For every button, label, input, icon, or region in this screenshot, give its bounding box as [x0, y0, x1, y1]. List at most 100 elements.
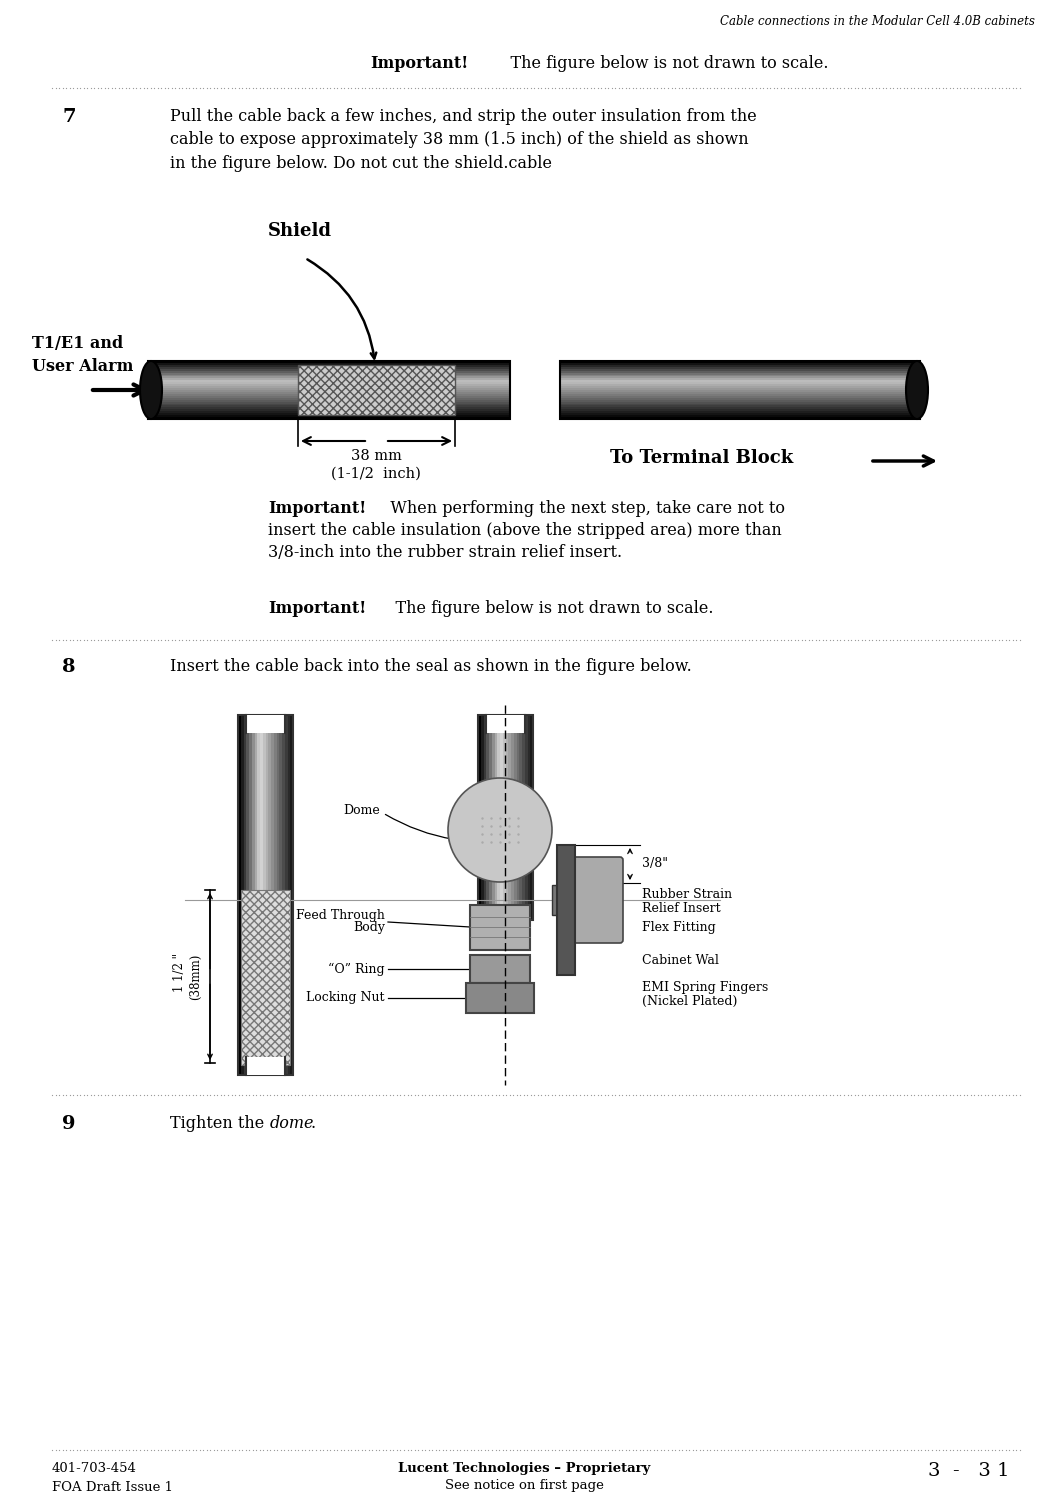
Text: 9: 9 — [62, 1114, 76, 1132]
Bar — [560, 388, 920, 390]
Bar — [148, 381, 510, 382]
Bar — [502, 716, 506, 920]
Bar — [148, 384, 510, 387]
Bar — [560, 417, 920, 420]
Bar — [148, 405, 510, 408]
Bar — [494, 716, 497, 920]
Bar — [487, 716, 490, 920]
Bar — [528, 716, 531, 920]
Text: 8: 8 — [62, 658, 76, 676]
Bar — [514, 716, 517, 920]
Bar — [560, 398, 920, 400]
Bar — [241, 716, 244, 1076]
Text: insert the cable insulation (above the stripped area) more than: insert the cable insulation (above the s… — [267, 522, 782, 538]
Bar — [552, 885, 612, 915]
Ellipse shape — [906, 362, 928, 419]
Bar — [560, 394, 920, 396]
Bar — [148, 394, 510, 396]
Bar — [148, 413, 510, 416]
Bar — [148, 404, 510, 406]
Bar — [148, 408, 510, 410]
Text: “O” Ring: “O” Ring — [328, 963, 385, 975]
Bar — [287, 716, 291, 1076]
Bar — [560, 369, 920, 370]
Bar — [148, 370, 510, 374]
Bar — [511, 716, 514, 920]
Bar — [560, 378, 920, 381]
Bar — [238, 716, 293, 1076]
Text: Lucent Technologies – Proprietary: Lucent Technologies – Proprietary — [398, 1462, 650, 1474]
Bar — [148, 378, 510, 381]
Bar — [484, 716, 487, 920]
Bar — [478, 716, 481, 920]
Bar — [560, 384, 920, 387]
Text: Locking Nut: Locking Nut — [306, 992, 385, 1005]
Bar — [265, 716, 269, 1076]
Text: Important!: Important! — [370, 56, 468, 72]
Bar — [480, 716, 484, 920]
Bar — [282, 716, 285, 1076]
Text: 3/8-inch into the rubber strain relief insert.: 3/8-inch into the rubber strain relief i… — [267, 544, 622, 561]
Bar — [560, 405, 920, 408]
Bar — [560, 364, 920, 368]
Text: When performing the next step, take care not to: When performing the next step, take care… — [374, 500, 785, 517]
Bar — [560, 386, 920, 388]
Text: (Nickel Plated): (Nickel Plated) — [642, 994, 737, 1008]
Bar — [262, 716, 266, 1076]
Bar — [291, 716, 294, 1076]
Bar — [274, 716, 277, 1076]
Bar — [148, 382, 510, 384]
Text: The figure below is not drawn to scale.: The figure below is not drawn to scale. — [490, 56, 829, 72]
Bar — [560, 375, 920, 376]
Text: Cable connections in the Modular Cell 4.0B cabinets: Cable connections in the Modular Cell 4.… — [720, 15, 1035, 28]
Text: Rubber Strain: Rubber Strain — [642, 888, 732, 902]
Bar — [560, 408, 920, 410]
Text: Important!: Important! — [267, 600, 366, 616]
Bar — [560, 382, 920, 384]
Bar — [148, 410, 510, 413]
Bar — [489, 716, 492, 920]
Text: See notice on first page: See notice on first page — [445, 1479, 603, 1492]
Bar — [560, 396, 920, 398]
Bar — [560, 363, 920, 366]
Bar — [247, 716, 250, 1076]
Text: EMI Spring Fingers: EMI Spring Fingers — [642, 981, 768, 994]
Text: Important!: Important! — [267, 500, 366, 517]
Bar — [148, 402, 510, 404]
Text: Cabinet Wal: Cabinet Wal — [642, 954, 719, 966]
Text: The figure below is not drawn to scale.: The figure below is not drawn to scale. — [374, 600, 713, 616]
Text: 3  -   3 1: 3 - 3 1 — [928, 1462, 1010, 1480]
Bar — [560, 372, 920, 375]
Text: 3/8": 3/8" — [642, 858, 668, 870]
Bar — [560, 362, 920, 363]
Text: Body: Body — [354, 921, 385, 934]
Text: Tighten the: Tighten the — [170, 1114, 270, 1132]
Bar — [243, 716, 247, 1076]
Bar — [148, 362, 510, 363]
Bar — [247, 716, 285, 734]
Bar — [238, 716, 241, 1076]
Bar — [271, 716, 274, 1076]
Bar — [255, 716, 258, 1076]
Text: 401-703-454
FOA Draft Issue 1
January, 2006: 401-703-454 FOA Draft Issue 1 January, 2… — [52, 1462, 173, 1500]
Bar — [560, 370, 920, 374]
Bar — [148, 369, 510, 370]
Text: Pull the cable back a few inches, and strip the outer insulation from the
cable : Pull the cable back a few inches, and st… — [170, 108, 756, 172]
Bar — [500, 716, 504, 920]
Bar — [470, 904, 530, 950]
Text: Dome: Dome — [343, 804, 380, 816]
Bar — [148, 368, 510, 369]
Text: Relief Insert: Relief Insert — [642, 902, 721, 915]
Bar — [148, 417, 510, 420]
Text: User Alarm: User Alarm — [33, 358, 133, 375]
Bar — [148, 388, 510, 390]
Text: Flex Fitting: Flex Fitting — [642, 921, 715, 934]
Bar — [257, 716, 260, 1076]
Text: T1/E1 and: T1/E1 and — [33, 334, 123, 352]
Bar — [148, 392, 510, 394]
Bar — [557, 844, 575, 975]
Bar — [148, 398, 510, 400]
Bar — [148, 411, 510, 414]
Bar — [560, 399, 920, 402]
Bar — [560, 411, 920, 414]
